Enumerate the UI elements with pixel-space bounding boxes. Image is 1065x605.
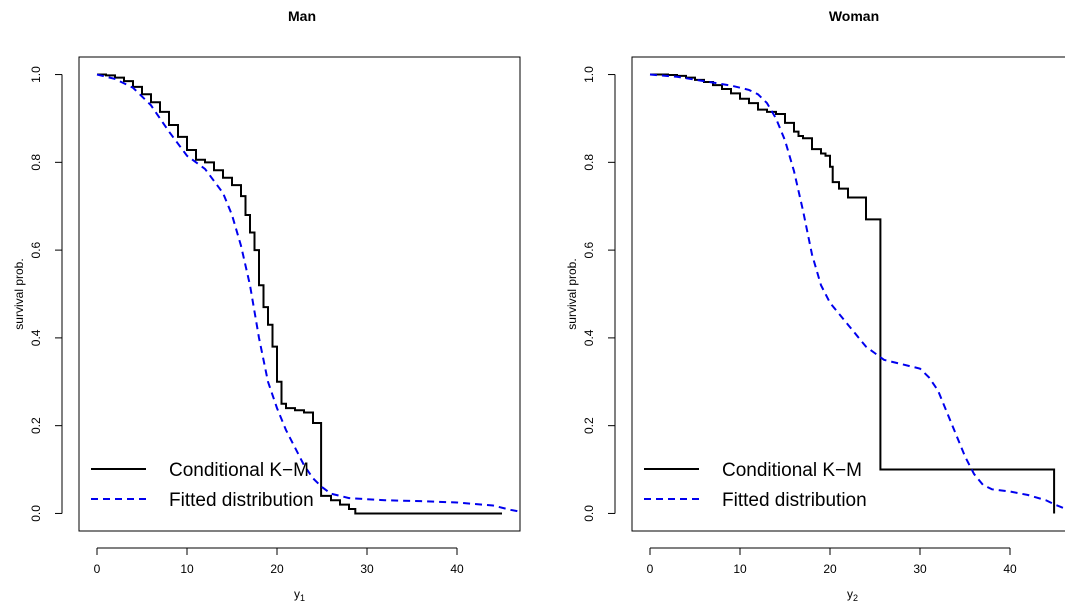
y-tick-label: 0.2 [29, 417, 43, 434]
chart-title: Woman [829, 8, 879, 24]
x-tick-label: 40 [1003, 562, 1017, 576]
series-layer [649, 73, 1065, 514]
series-layer [96, 73, 520, 515]
y-tick-label: 1.0 [29, 66, 43, 83]
y-tick-label: 0.8 [29, 154, 43, 171]
y-tick-label: 0.0 [29, 505, 43, 522]
x-tick-label: 20 [270, 562, 284, 576]
x-axis-title: y2 [847, 587, 858, 603]
x-tick-label: 30 [913, 562, 927, 576]
legend: Conditional K−M Fitted distribution [644, 460, 867, 511]
panel-woman: Woman 0 10 20 30 40 0.0 0.2 0.4 0.6 0.8 1.0 y2 su… [565, 8, 1065, 603]
legend-label: Fitted distribution [722, 490, 867, 511]
legend: Conditional K−M Fitted distribution [91, 460, 314, 511]
legend-label: Conditional K−M [169, 460, 309, 481]
x-tick-label: 10 [733, 562, 747, 576]
x-tick-label: 30 [360, 562, 374, 576]
x-tick-label: 40 [450, 562, 464, 576]
fitted-curve [96, 73, 520, 513]
chart-title: Man [288, 8, 316, 24]
legend-label: Fitted distribution [169, 490, 314, 511]
x-tick-label: 0 [94, 562, 101, 576]
x-axis-title-subscript: 1 [300, 593, 305, 603]
y-tick-label: 0.2 [582, 417, 596, 434]
y-tick-label: 0.6 [582, 241, 596, 258]
km-step-line [97, 73, 502, 515]
y-tick-label: 0.0 [582, 505, 596, 522]
y-axis-title: survival prob. [565, 258, 579, 329]
y-tick-label: 1.0 [582, 66, 596, 83]
y-axis: 0.0 0.2 0.4 0.6 0.8 1.0 [582, 66, 616, 522]
plot-frame [78, 56, 521, 532]
y-axis-title: survival prob. [12, 258, 26, 329]
plot-frame [631, 56, 1065, 532]
x-tick-label: 10 [180, 562, 194, 576]
panel-man: Man 0 10 20 30 40 0.0 0.2 0.4 0.6 0.8 1.0 y1 surv… [12, 8, 521, 603]
x-axis: 0 10 20 30 40 [94, 547, 464, 576]
x-tick-label: 20 [823, 562, 837, 576]
x-axis-title-main: y [294, 587, 300, 601]
km-step-line [650, 73, 1056, 514]
y-axis: 0.0 0.2 0.4 0.6 0.8 1.0 [29, 66, 63, 522]
y-tick-label: 0.4 [29, 329, 43, 346]
x-axis-title: y1 [294, 587, 305, 603]
x-axis-title-subscript: 2 [853, 593, 858, 603]
y-tick-label: 0.6 [29, 241, 43, 258]
x-axis: 0 10 20 30 40 [647, 547, 1017, 576]
legend-label: Conditional K−M [722, 460, 862, 481]
fitted-curve [649, 73, 1065, 510]
y-tick-label: 0.8 [582, 154, 596, 171]
x-tick-label: 0 [647, 562, 654, 576]
x-axis-title-main: y [847, 587, 853, 601]
y-tick-label: 0.4 [582, 329, 596, 346]
